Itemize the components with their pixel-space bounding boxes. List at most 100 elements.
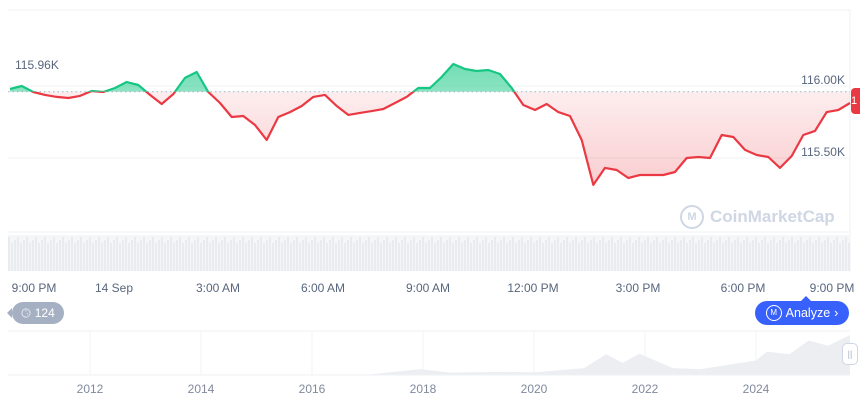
- volume-bar: [470, 243, 472, 271]
- year-label: 2018: [410, 382, 437, 396]
- volume-bar: [644, 240, 646, 271]
- volume-bar: [827, 237, 829, 271]
- volume-bar: [236, 243, 238, 271]
- data-point: [242, 115, 244, 117]
- volume-bar: [197, 237, 199, 271]
- volume-bar: [101, 243, 103, 271]
- volume-bar: [623, 243, 625, 271]
- volume-bar: [224, 237, 226, 271]
- volume-bar: [773, 237, 775, 271]
- volume-bar: [446, 240, 448, 271]
- data-point: [347, 114, 349, 116]
- volume-bar: [68, 240, 70, 271]
- volume-bar: [704, 243, 706, 271]
- volume-bar: [23, 240, 25, 271]
- volume-bar: [737, 237, 739, 271]
- volume-bar: [602, 237, 604, 271]
- volume-bar: [8, 237, 10, 271]
- data-point: [697, 156, 699, 158]
- volume-bar: [305, 237, 307, 271]
- volume-bar: [545, 240, 547, 271]
- volume-bar: [797, 240, 799, 271]
- volume-bar: [107, 237, 109, 271]
- volume-bar: [173, 243, 175, 271]
- data-point: [452, 63, 454, 65]
- data-point: [429, 87, 431, 89]
- volume-bar: [188, 237, 190, 271]
- drag-handle-icon: ||: [847, 349, 853, 359]
- volume-bar: [539, 237, 541, 271]
- data-point: [9, 88, 11, 90]
- volume-bar: [92, 243, 94, 271]
- data-point: [511, 87, 513, 89]
- volume-bar: [356, 240, 358, 271]
- volume-bar: [254, 243, 256, 271]
- volume-bar: [767, 243, 769, 271]
- x-tick-label: 9:00 PM: [12, 281, 57, 295]
- volume-bar: [566, 237, 568, 271]
- volume-bar: [692, 237, 694, 271]
- volume-bar: [701, 237, 703, 271]
- navigator-drag-handle[interactable]: ||: [842, 343, 858, 365]
- x-tick-label: 3:00 PM: [616, 281, 661, 295]
- volume-bar: [281, 243, 283, 271]
- data-point: [266, 139, 268, 141]
- volume-bar: [749, 243, 751, 271]
- volume-bar: [338, 240, 340, 271]
- volume-bar: [476, 237, 478, 271]
- data-point: [67, 97, 69, 99]
- history-pill[interactable]: 🕓︎ 124: [7, 302, 64, 324]
- volume-bar: [392, 240, 394, 271]
- volume-bar: [215, 237, 217, 271]
- price-line-down: [30, 91, 851, 186]
- analyze-button[interactable]: M Analyze ›: [755, 296, 849, 325]
- data-point: [56, 96, 58, 98]
- volume-bar: [206, 237, 208, 271]
- history-icon: 🕓︎: [21, 305, 31, 320]
- volume-bar: [734, 240, 736, 271]
- volume-bar: [65, 243, 67, 271]
- volume-bar: [44, 237, 46, 271]
- volume-bar: [371, 243, 373, 271]
- data-point: [32, 91, 34, 93]
- volume-bar: [494, 237, 496, 271]
- data-point: [557, 111, 559, 113]
- volume-bar: [584, 237, 586, 271]
- data-point: [406, 96, 408, 98]
- volume-bar: [194, 240, 196, 271]
- volume-bar: [836, 237, 838, 271]
- volume-bar: [587, 243, 589, 271]
- volume-bar: [647, 237, 649, 271]
- volume-bar: [713, 243, 715, 271]
- volume-bar: [242, 237, 244, 271]
- volume-bar: [257, 240, 259, 271]
- volume-bar: [560, 243, 562, 271]
- volume-bar: [386, 237, 388, 271]
- volume-bar: [626, 240, 628, 271]
- volume-bar: [359, 237, 361, 271]
- volume-bar: [122, 240, 124, 271]
- volume-bar: [209, 243, 211, 271]
- data-point: [534, 109, 536, 111]
- volume-bar: [452, 243, 454, 271]
- volume-bar: [563, 240, 565, 271]
- data-point: [91, 90, 93, 92]
- volume-bar: [95, 240, 97, 271]
- data-point: [324, 94, 326, 96]
- volume-bar: [323, 237, 325, 271]
- volume-bar: [98, 237, 100, 271]
- volume-bar: [842, 240, 844, 271]
- volume-bar: [497, 243, 499, 271]
- volume-bar: [401, 240, 403, 271]
- volume-bar: [146, 243, 148, 271]
- data-point: [301, 105, 303, 107]
- baseline-label: 115.96K: [15, 58, 59, 72]
- volume-bar: [362, 243, 364, 271]
- volume-bar: [641, 243, 643, 271]
- watermark-text: CoinMarketCap: [710, 207, 835, 226]
- volume-bar: [503, 237, 505, 271]
- data-point: [79, 95, 81, 97]
- volume-bar: [464, 240, 466, 271]
- data-point: [394, 102, 396, 104]
